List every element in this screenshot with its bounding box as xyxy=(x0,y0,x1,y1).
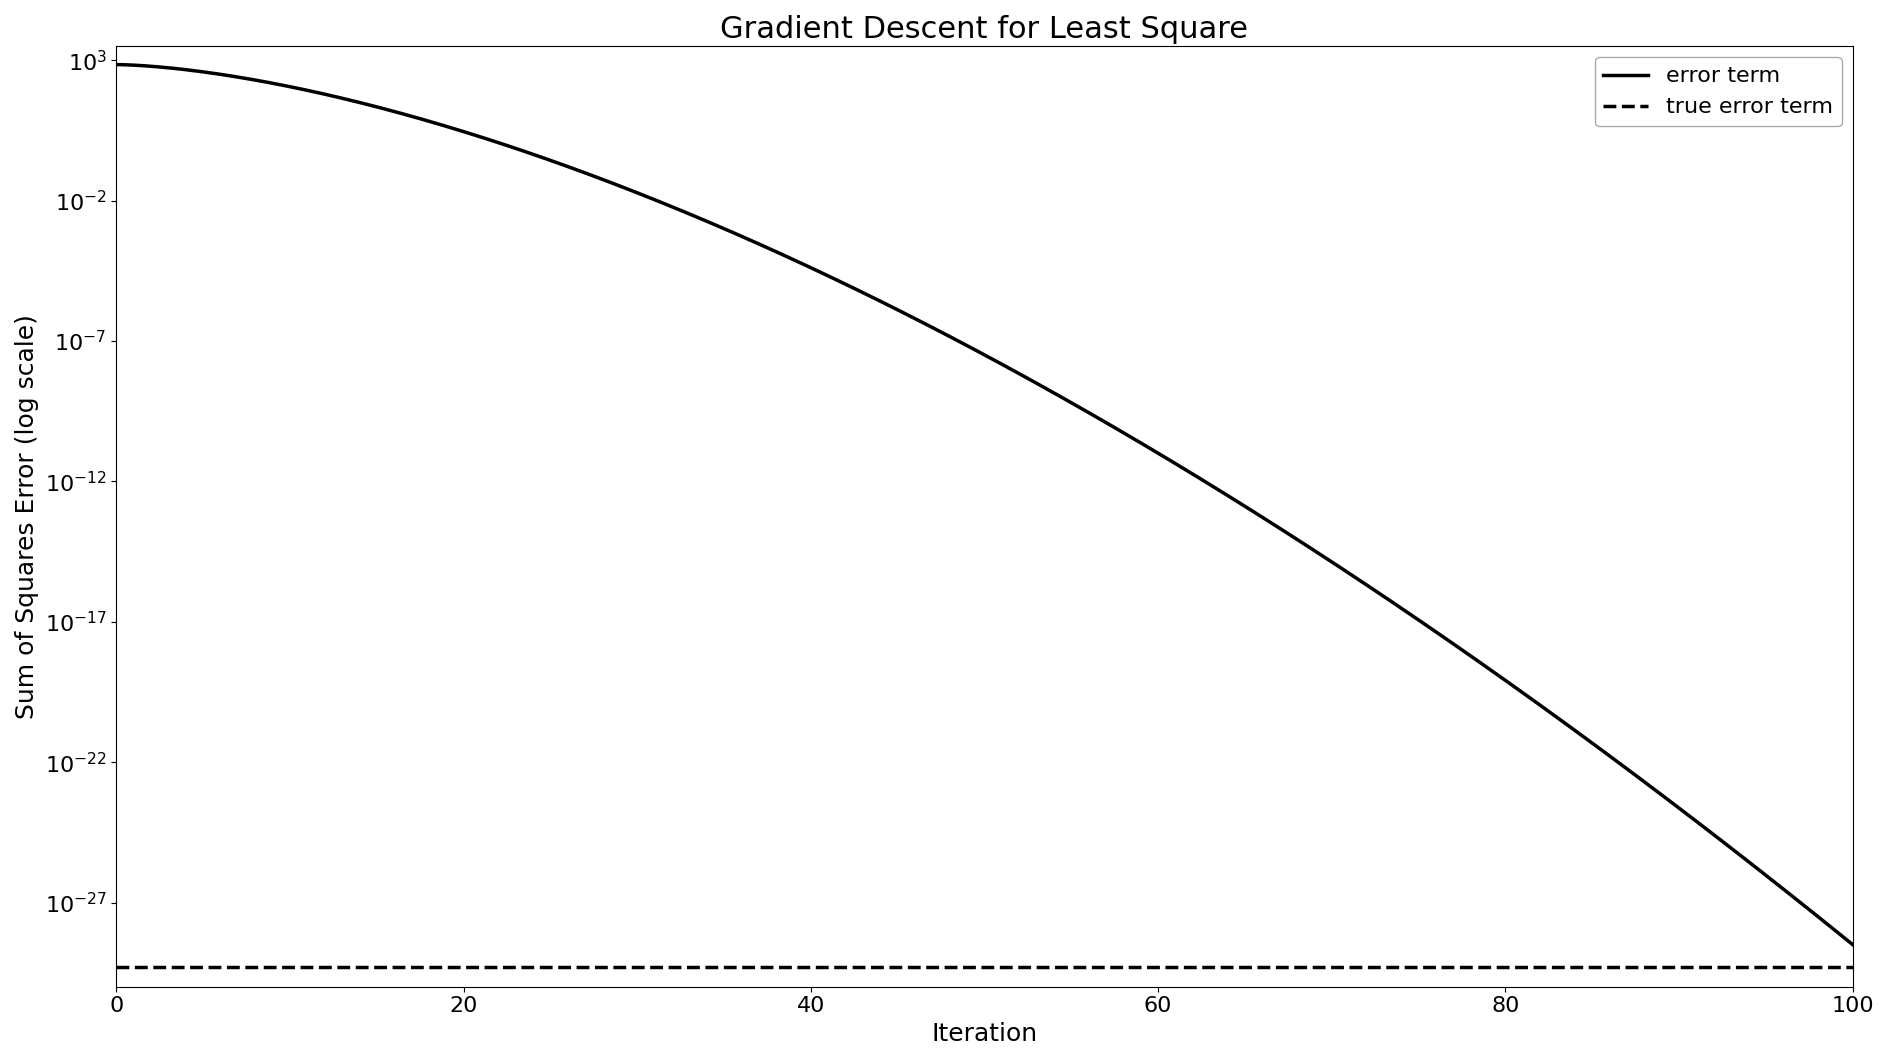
Y-axis label: Sum of Squares Error (log scale): Sum of Squares Error (log scale) xyxy=(15,314,40,719)
error term xyxy=(1139,441,1162,454)
error term xyxy=(106,58,128,71)
error term xyxy=(1842,938,1864,951)
Line: error term: error term xyxy=(117,65,1853,944)
X-axis label: Iteration: Iteration xyxy=(931,1022,1037,1046)
Legend: error term, true error term: error term, true error term xyxy=(1594,57,1842,126)
Title: Gradient Descent for Least Square: Gradient Descent for Least Square xyxy=(720,15,1249,44)
error term xyxy=(1528,698,1551,711)
true error term xyxy=(106,960,128,973)
error term xyxy=(1045,387,1067,400)
error term xyxy=(941,331,963,344)
true error term xyxy=(123,960,145,973)
error term xyxy=(1800,905,1823,918)
error term xyxy=(929,326,952,338)
